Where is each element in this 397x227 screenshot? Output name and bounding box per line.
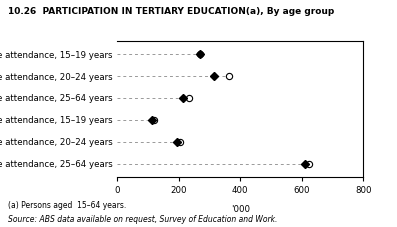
Text: '000: '000 [231, 205, 250, 215]
Text: Source: ABS data available on request, Survey of Education and Work.: Source: ABS data available on request, S… [8, 215, 278, 224]
Text: 10.26  PARTICIPATION IN TERTIARY EDUCATION(a), By age group: 10.26 PARTICIPATION IN TERTIARY EDUCATIO… [8, 7, 334, 16]
Text: (a) Persons aged  15–64 years.: (a) Persons aged 15–64 years. [8, 201, 126, 210]
